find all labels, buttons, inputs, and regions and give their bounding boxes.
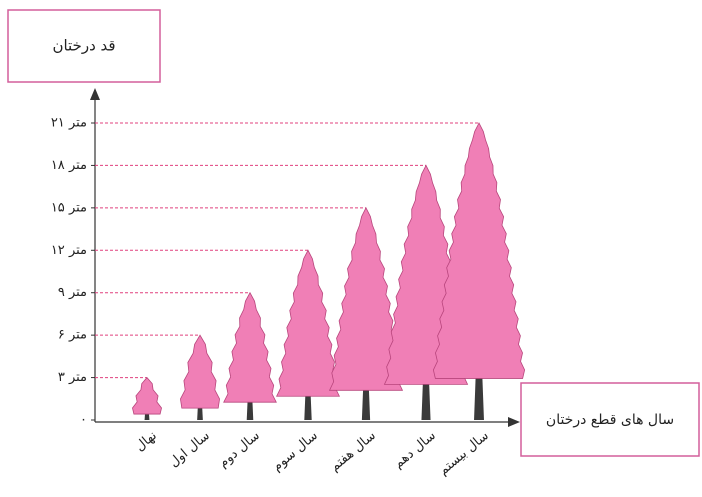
y-tick-label: ۱۵ متر xyxy=(51,200,87,215)
tree xyxy=(275,249,341,420)
y-tick-label: ۱۲ متر xyxy=(51,243,87,258)
tree xyxy=(328,206,404,420)
x-tick-label: سال دهم xyxy=(391,428,439,471)
x-arrow xyxy=(508,417,520,427)
x-tick-label: سال دوم xyxy=(216,428,263,471)
x-axis-label: سال های قطع درختان xyxy=(546,412,674,428)
y-tick-label: ۶ متر xyxy=(58,328,87,343)
x-tick-label: سال اول xyxy=(167,428,213,470)
y-arrow xyxy=(90,88,100,100)
x-tick-label: سال سوم xyxy=(270,428,321,474)
tree xyxy=(223,291,277,420)
x-tick-label: سال هفتم xyxy=(327,428,378,474)
tree-canopy xyxy=(328,206,404,391)
x-tick-label: نهال xyxy=(133,428,160,454)
tree-canopy xyxy=(223,291,277,403)
x-tick-label: سال بیستم xyxy=(436,428,492,478)
x-label-box xyxy=(520,382,700,457)
tree xyxy=(132,376,162,420)
title-box xyxy=(7,9,161,83)
tree-canopy xyxy=(132,376,162,415)
tree-canopy xyxy=(432,122,526,379)
tree-canopy xyxy=(180,334,220,409)
tree xyxy=(432,122,526,420)
y-tick-label: ۲۱ متر xyxy=(51,116,87,131)
y-tick-label: ۳ متر xyxy=(58,370,87,385)
y-tick-label: ۹ متر xyxy=(58,285,87,300)
tree xyxy=(180,334,220,420)
chart-title: قد درختان xyxy=(52,37,115,55)
y-tick-label: ۰ xyxy=(80,413,87,428)
tree-canopy xyxy=(275,249,341,397)
y-tick-label: ۱۸ متر xyxy=(51,158,87,173)
